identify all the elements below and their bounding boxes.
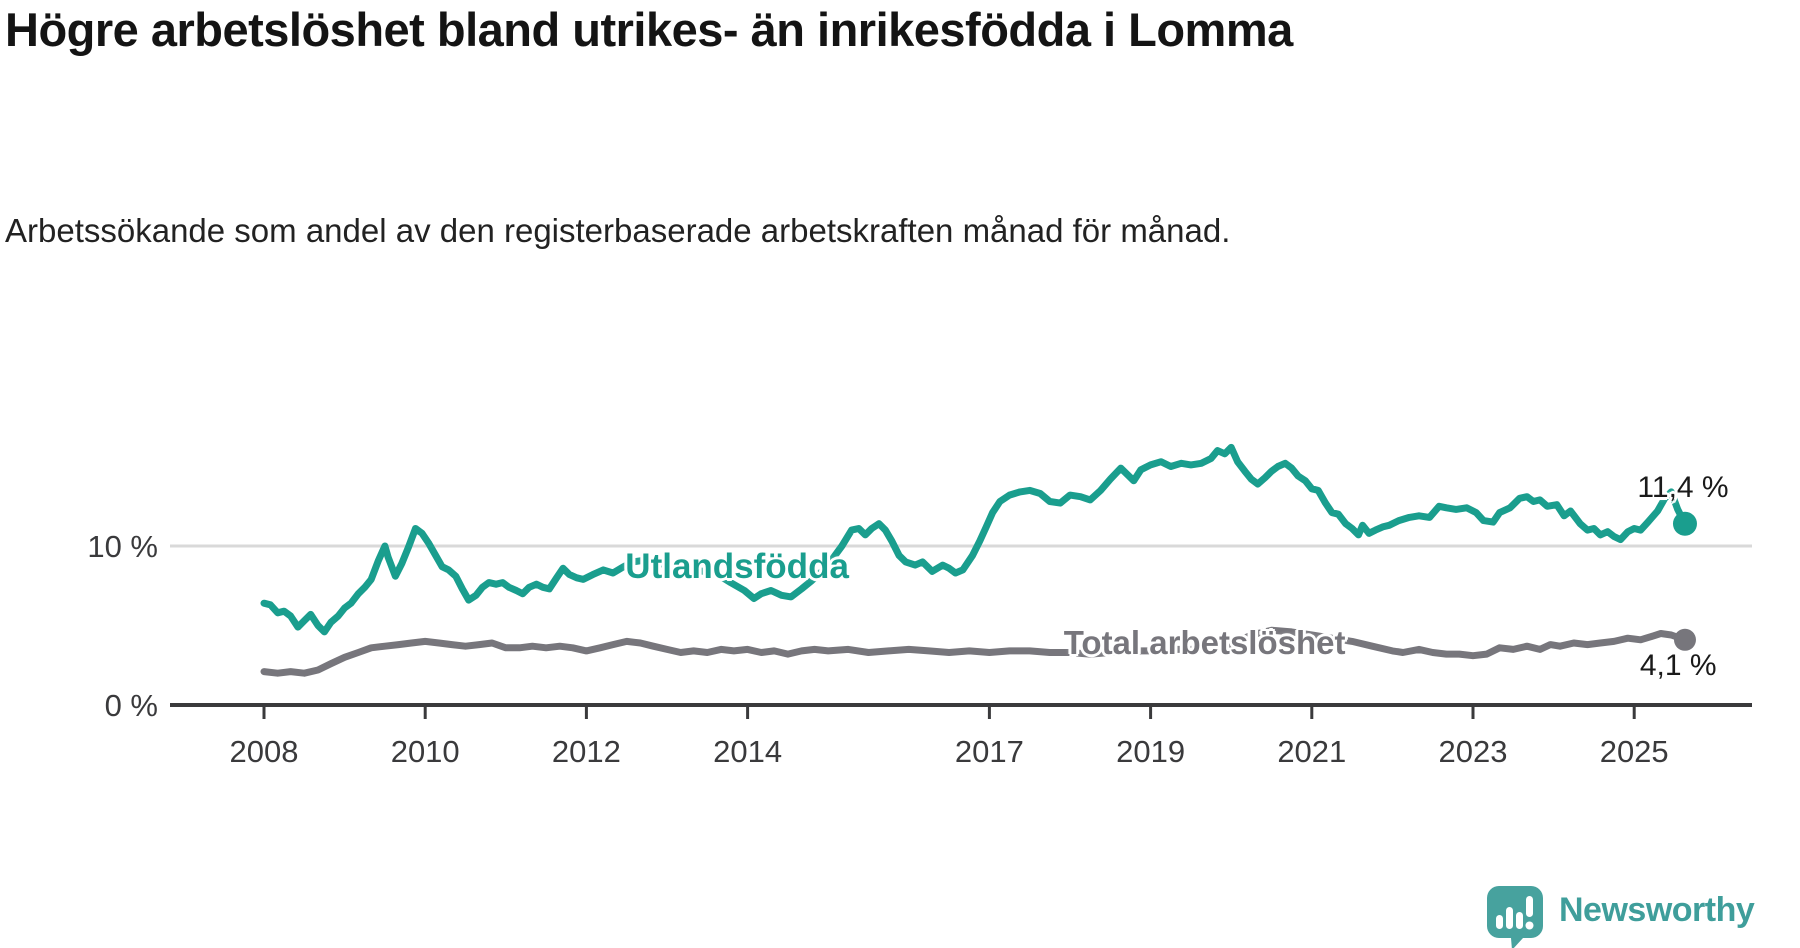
series-end-dot-1: [1673, 628, 1696, 651]
x-axis-tick-label: 2008: [230, 734, 299, 769]
x-axis-tick-label: 2019: [1116, 734, 1185, 769]
x-axis-tick-label: 2010: [391, 734, 460, 769]
x-axis-tick-label: 2023: [1439, 734, 1508, 769]
x-axis-tick-label: 2014: [713, 734, 782, 769]
x-axis-tick-label: 2021: [1277, 734, 1346, 769]
x-axis-tick-label: 2017: [955, 734, 1024, 769]
series-label-utlandsfodda: Utlandsfödda: [625, 546, 849, 586]
newsworthy-logo-text: Newsworthy: [1559, 890, 1755, 929]
y-axis-tick-label: 10 %: [87, 529, 158, 564]
newsworthy-logo-icon: [1487, 886, 1543, 948]
chart-subtitle: Arbetssökande som andel av den registerb…: [5, 212, 1231, 249]
page-title: Högre arbetslöshet bland utrikes- än inr…: [5, 3, 1293, 56]
series-end-dot-0: [1672, 511, 1697, 536]
series-label-total-arbetsloshet: Total arbetslöshet: [1063, 623, 1346, 661]
newsworthy-logo: Newsworthy: [1487, 886, 1755, 948]
series-line-0: [260, 443, 1689, 636]
end-value-label-utlandsfodda: 11,4 %: [1637, 471, 1729, 505]
x-axis-tick-label: 2025: [1600, 734, 1669, 769]
end-value-label-total: 4,1 %: [1639, 648, 1717, 682]
x-axis-tick-label: 2012: [552, 734, 621, 769]
series-line-1: [260, 626, 1689, 677]
y-axis-tick-label: 0 %: [105, 688, 158, 723]
